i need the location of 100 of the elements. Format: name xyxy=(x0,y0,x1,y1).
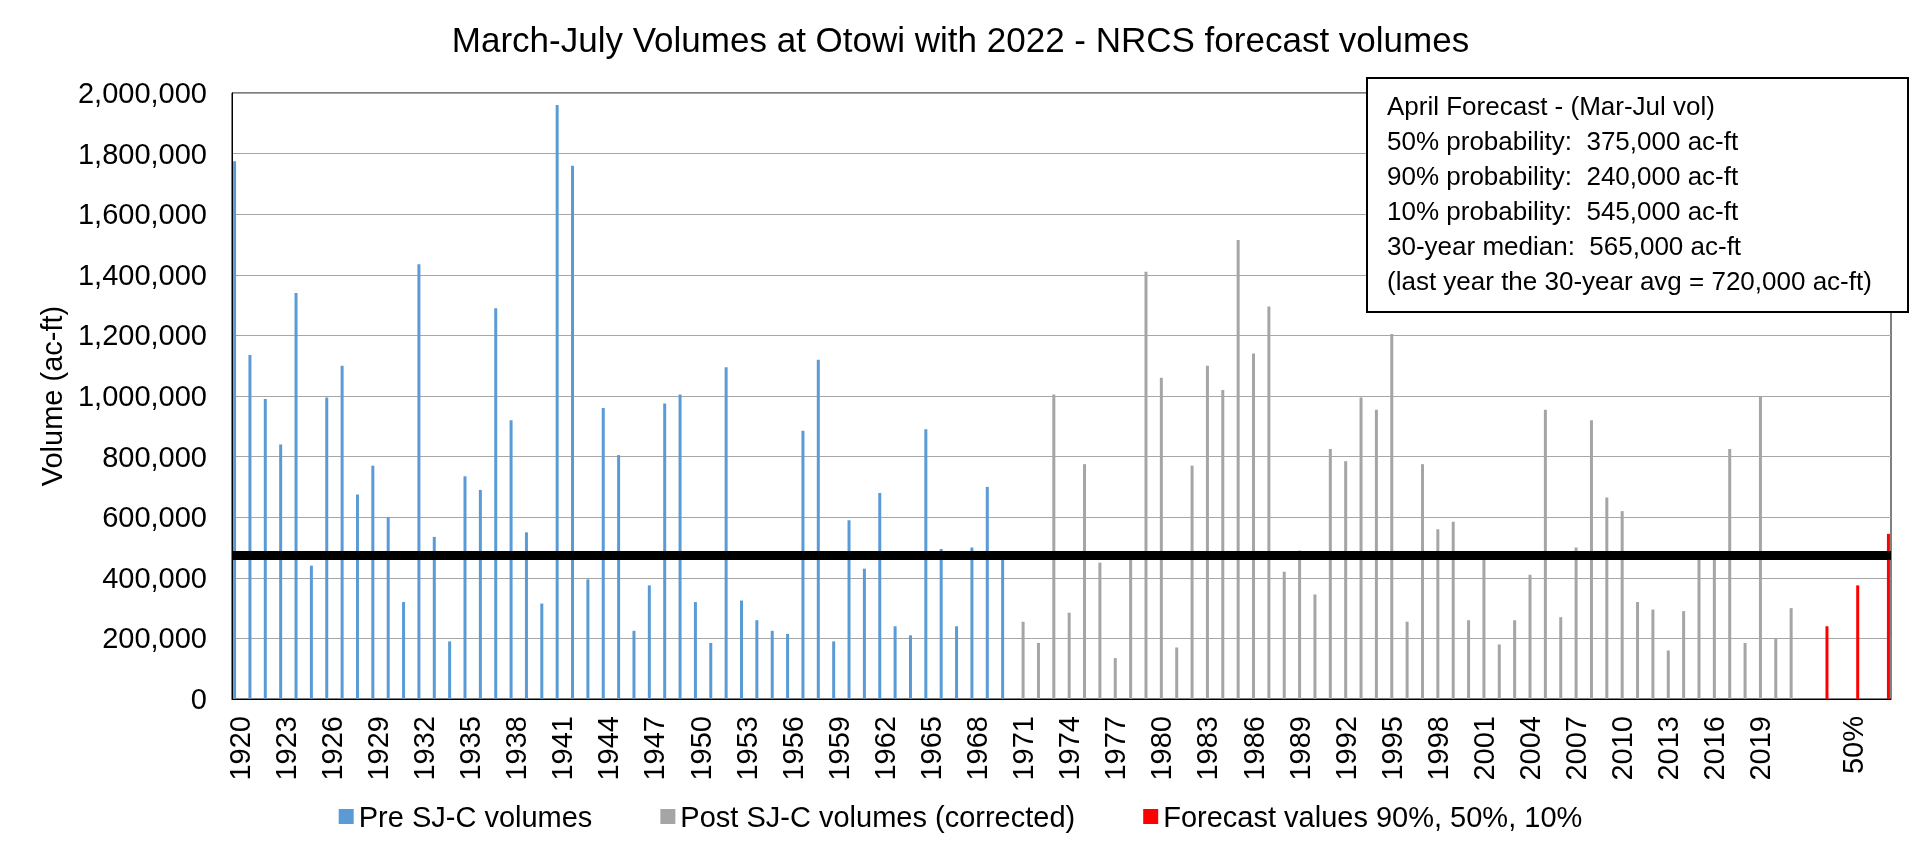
x-tick-label: 2010 xyxy=(1606,716,1639,781)
bar xyxy=(1886,533,1890,699)
bar xyxy=(878,492,882,699)
annotation: 90% probability: 240,000 ac-ft xyxy=(1387,160,1740,193)
x-tick-label: 1944 xyxy=(592,716,625,781)
bar xyxy=(724,367,728,699)
bar xyxy=(617,455,621,699)
bar xyxy=(908,635,912,699)
x-tick-label: 2013 xyxy=(1652,716,1685,781)
bar xyxy=(463,476,467,699)
x-tick-label: 1989 xyxy=(1283,716,1316,781)
bar xyxy=(970,547,974,699)
x-tick-label: 1962 xyxy=(868,716,901,781)
bar xyxy=(1666,650,1670,699)
x-tick-label: 1935 xyxy=(454,716,487,781)
bar xyxy=(371,465,375,699)
bar xyxy=(1036,642,1040,699)
bar xyxy=(509,420,513,699)
bar xyxy=(663,403,667,699)
x-tick-label: 1998 xyxy=(1421,716,1454,781)
bar xyxy=(1825,626,1829,699)
bar xyxy=(678,394,682,699)
bar xyxy=(279,444,283,699)
y-tick-label: 0 xyxy=(190,683,207,715)
annotation: 30-year median: 565,000 ac-ft xyxy=(1387,230,1743,263)
x-tick-label: 1971 xyxy=(1007,716,1040,781)
x-tick-label: 1965 xyxy=(914,716,947,781)
bar xyxy=(402,602,406,699)
bar xyxy=(340,365,344,699)
x-tick-label: 1986 xyxy=(1237,716,1270,781)
x-tick-label: 1950 xyxy=(684,716,717,781)
bar xyxy=(816,359,820,699)
bar xyxy=(955,626,959,699)
annotation: 10% probability: 545,000 ac-ft xyxy=(1387,195,1740,228)
bar xyxy=(248,355,252,699)
bar xyxy=(524,532,528,699)
x-tick-label: 2019 xyxy=(1744,716,1777,781)
y-tick-label: 400,000 xyxy=(102,561,207,594)
legend-label: Forecast values 90%, 50%, 10% xyxy=(1163,800,1583,833)
x-tick-label: 1983 xyxy=(1191,716,1224,781)
x-tick-label: 1938 xyxy=(500,716,533,781)
x-tick-label: 1926 xyxy=(315,716,348,781)
y-tick-label: 2,000,000 xyxy=(77,77,207,109)
bar xyxy=(432,536,436,699)
x-tick-label: 1932 xyxy=(408,716,441,781)
x-tick-label: 1992 xyxy=(1329,716,1362,781)
bar xyxy=(985,486,989,699)
x-tick-label: 1956 xyxy=(776,716,809,781)
bar xyxy=(755,620,759,699)
bar xyxy=(924,429,928,699)
bar xyxy=(709,642,713,699)
x-tick-label: 50% xyxy=(1836,716,1869,775)
bar xyxy=(939,549,943,699)
bar xyxy=(647,585,651,699)
annotation: (last year the 30-year avg = 720,000 ac-ft) xyxy=(1387,265,1873,298)
bar xyxy=(740,600,743,699)
bar xyxy=(1497,644,1501,699)
x-tick-label: 1929 xyxy=(361,716,394,781)
bar xyxy=(233,161,237,699)
bar xyxy=(386,517,390,699)
bar xyxy=(832,641,836,699)
x-tick-label: 1923 xyxy=(269,716,302,781)
y-tick-label: 600,000 xyxy=(102,501,207,534)
bar xyxy=(494,308,498,699)
bar xyxy=(478,489,482,699)
y-tick-label: 200,000 xyxy=(102,622,207,655)
y-tick-label: 1,200,000 xyxy=(77,319,207,352)
bar xyxy=(632,630,636,699)
x-tick-label: 1941 xyxy=(546,716,579,781)
bar xyxy=(601,408,605,699)
bar xyxy=(586,579,590,699)
bar xyxy=(770,630,774,699)
annotation: April Forecast - (Mar-Jul vol) xyxy=(1387,90,1716,123)
bar xyxy=(571,165,575,699)
y-tick-label: 1,600,000 xyxy=(77,198,207,231)
bar xyxy=(448,641,452,699)
bar xyxy=(555,105,559,699)
bar xyxy=(309,565,313,699)
bar xyxy=(862,568,866,699)
y-tick-label: 800,000 xyxy=(102,440,207,473)
x-tick-label: 1968 xyxy=(961,716,994,781)
bar xyxy=(847,520,851,699)
bar xyxy=(893,626,897,699)
bar xyxy=(325,397,329,699)
legend-label: Pre SJ-C volumes xyxy=(358,800,593,833)
bar xyxy=(540,603,544,699)
x-tick-label: 2004 xyxy=(1514,716,1547,781)
x-tick-label: 2007 xyxy=(1560,716,1593,781)
x-tick-label: 2016 xyxy=(1698,716,1731,781)
x-tick-label: 1959 xyxy=(822,716,855,781)
bar xyxy=(693,602,697,699)
x-tick-label: 1980 xyxy=(1145,716,1178,781)
bar xyxy=(355,494,359,699)
bar xyxy=(417,264,421,699)
x-tick-label: 1920 xyxy=(223,716,256,781)
x-tick-label: 1977 xyxy=(1099,716,1132,781)
y-tick-label: 1,000,000 xyxy=(77,380,207,412)
y-tick-label: 1,800,000 xyxy=(77,137,207,170)
y-axis-title: Volume (ac-ft) xyxy=(35,305,68,487)
bar xyxy=(294,292,298,699)
